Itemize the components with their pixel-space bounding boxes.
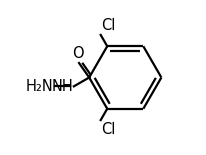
Text: Cl: Cl xyxy=(102,18,116,33)
Text: O: O xyxy=(73,46,84,61)
Text: NH: NH xyxy=(51,79,73,94)
Text: Cl: Cl xyxy=(102,122,116,137)
Text: H₂N: H₂N xyxy=(25,79,53,94)
